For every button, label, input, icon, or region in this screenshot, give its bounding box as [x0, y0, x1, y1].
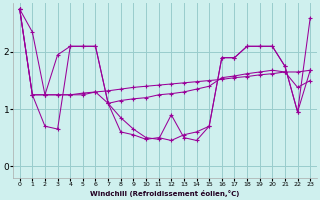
X-axis label: Windchill (Refroidissement éolien,°C): Windchill (Refroidissement éolien,°C) [90, 190, 240, 197]
